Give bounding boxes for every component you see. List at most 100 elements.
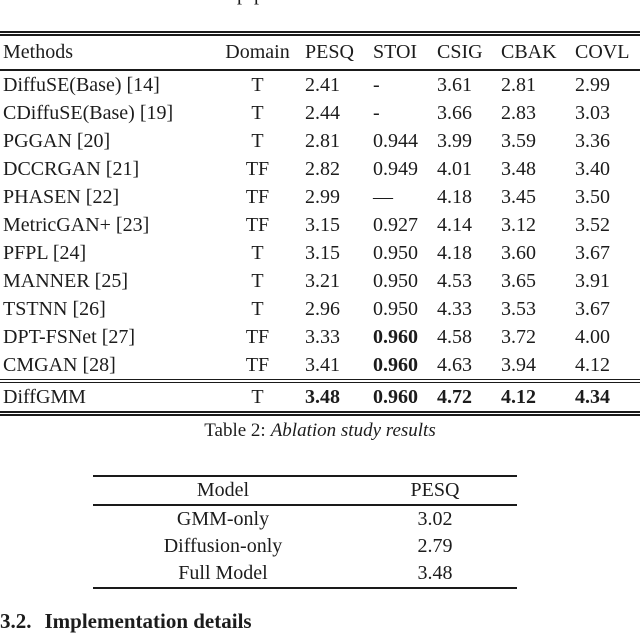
cell-stoi: 0.944 — [373, 130, 418, 152]
results-header-row: Methods Domain PESQ STOI CSIG CBAK COVL — [0, 33, 640, 71]
cell-stoi: 0.960 — [368, 379, 432, 414]
cell-pesq: 2.99 — [305, 186, 340, 208]
cell-csig: 4.63 — [437, 354, 472, 376]
caption-text: Ablation study results — [270, 420, 436, 441]
cell-cbak: 3.60 — [501, 242, 536, 264]
cell-pesq: 2.79 — [417, 535, 453, 557]
cell-cbak: 3.12 — [501, 214, 536, 236]
cell-stoi: 0.960 — [373, 326, 418, 348]
cell-method: TSTNN [26] — [3, 298, 106, 320]
cell-pesq: 2.82 — [305, 158, 340, 180]
cell-domain: T — [251, 130, 264, 152]
cell-cbak: 4.12 — [496, 379, 570, 414]
cell-pesq: 2.41 — [305, 74, 340, 96]
cell-stoi: 0.960 — [373, 354, 418, 376]
section-heading: 3.2. Implementation details — [0, 609, 252, 634]
cell-pesq: 3.48 — [417, 562, 453, 584]
col-header-pesq: PESQ — [353, 476, 517, 506]
cell-csig: 4.53 — [437, 270, 472, 292]
cell-covl: 3.67 — [575, 242, 610, 264]
cell-csig: 4.18 — [437, 242, 472, 264]
cell-csig: 4.01 — [437, 158, 472, 180]
cell-covl: 4.00 — [575, 326, 610, 348]
cell-method: DiffuSE(Base) [14] — [3, 74, 160, 96]
cell-pesq: 2.44 — [305, 102, 340, 124]
cell-pesq: 3.21 — [305, 270, 340, 292]
section-title: Implementation details — [44, 609, 252, 633]
cell-csig: 4.14 — [437, 214, 472, 236]
cell-cbak: 2.81 — [501, 74, 536, 96]
cell-domain: TF — [245, 158, 270, 180]
cell-covl: 3.67 — [575, 298, 610, 320]
cell-method: MANNER [25] — [3, 270, 128, 292]
cell-cbak: 3.53 — [501, 298, 536, 320]
cropped-text-fragment: pp — [237, 0, 271, 6]
col-header-cbak: CBAK — [496, 33, 570, 71]
cell-domain: TF — [245, 186, 270, 208]
cell-domain: T — [251, 74, 264, 96]
section-number: 3.2. — [0, 609, 32, 633]
cell-cbak: 3.45 — [501, 186, 536, 208]
cell-pesq: 3.48 — [300, 379, 368, 414]
cell-method: CDiffuSE(Base) [19] — [3, 102, 174, 124]
cell-domain: T — [251, 102, 264, 124]
cell-method: DiffGMM — [0, 379, 215, 414]
table-row-diffgmm: DiffGMM T 3.48 0.960 4.72 4.12 4.34 — [0, 379, 640, 414]
table-row: GMM-only 3.02 — [93, 505, 517, 533]
cell-cbak: 3.65 — [501, 270, 536, 292]
table-row: PGGAN [20] T 2.81 0.944 3.99 3.59 3.36 — [0, 127, 640, 155]
cell-method: PGGAN [20] — [3, 130, 111, 152]
cell-method: CMGAN [28] — [3, 354, 116, 376]
cell-covl: 4.12 — [575, 354, 610, 376]
ablation-header-row: Model PESQ — [93, 476, 517, 506]
cell-domain: T — [251, 298, 264, 320]
table-row: TSTNN [26] T 2.96 0.950 4.33 3.53 3.67 — [0, 295, 640, 323]
cell-cbak: 2.83 — [501, 102, 536, 124]
cell-model: GMM-only — [176, 508, 270, 530]
cell-domain: T — [251, 270, 264, 292]
results-table: Methods Domain PESQ STOI CSIG CBAK COVL … — [0, 31, 640, 416]
caption-label: Table 2: — [204, 420, 266, 441]
cell-cbak: 3.48 — [501, 158, 536, 180]
table-row: CMGAN [28] TF 3.41 0.960 4.63 3.94 4.12 — [0, 351, 640, 381]
cell-pesq: 3.15 — [305, 242, 340, 264]
table-row: PFPL [24] T 3.15 0.950 4.18 3.60 3.67 — [0, 239, 640, 267]
cell-csig: 4.72 — [432, 379, 496, 414]
col-header-model: Model — [93, 476, 353, 506]
cell-covl: 2.99 — [575, 74, 610, 96]
cell-stoi: 0.950 — [373, 242, 418, 264]
cell-covl: 4.34 — [570, 379, 640, 414]
cell-stoi: 0.950 — [373, 270, 418, 292]
table-row: DCCRGAN [21] TF 2.82 0.949 4.01 3.48 3.4… — [0, 155, 640, 183]
cell-covl: 3.50 — [575, 186, 610, 208]
table-row: PHASEN [22] TF 2.99 — 4.18 3.45 3.50 — [0, 183, 640, 211]
cell-pesq: 3.41 — [305, 354, 340, 376]
table-row: MANNER [25] T 3.21 0.950 4.53 3.65 3.91 — [0, 267, 640, 295]
cell-covl: 3.40 — [575, 158, 610, 180]
cell-method: DPT-FSNet [27] — [3, 326, 136, 348]
col-header-methods: Methods — [0, 33, 215, 71]
cell-covl: 3.36 — [575, 130, 610, 152]
cell-cbak: 3.72 — [501, 326, 536, 348]
cell-method: DCCRGAN [21] — [3, 158, 140, 180]
cell-method: PHASEN [22] — [3, 186, 120, 208]
cell-method: PFPL [24] — [3, 242, 87, 264]
cell-csig: 3.66 — [437, 102, 472, 124]
cell-covl: 3.91 — [575, 270, 610, 292]
cell-stoi: 0.950 — [373, 298, 418, 320]
cell-domain: T — [215, 379, 300, 414]
col-header-pesq: PESQ — [300, 33, 368, 71]
col-header-covl: COVL — [570, 33, 640, 71]
cell-stoi: - — [373, 102, 380, 124]
cell-stoi: — — [373, 186, 393, 208]
col-header-domain: Domain — [215, 33, 300, 71]
cell-domain: TF — [245, 214, 270, 236]
cell-pesq: 2.96 — [305, 298, 340, 320]
cell-method: MetricGAN+ [23] — [3, 214, 150, 236]
table-row: DiffuSE(Base) [14] T 2.41 - 3.61 2.81 2.… — [0, 70, 640, 99]
cell-stoi: 0.949 — [373, 158, 418, 180]
cell-csig: 4.33 — [437, 298, 472, 320]
cell-pesq: 3.02 — [417, 508, 453, 530]
cell-domain: TF — [245, 354, 270, 376]
